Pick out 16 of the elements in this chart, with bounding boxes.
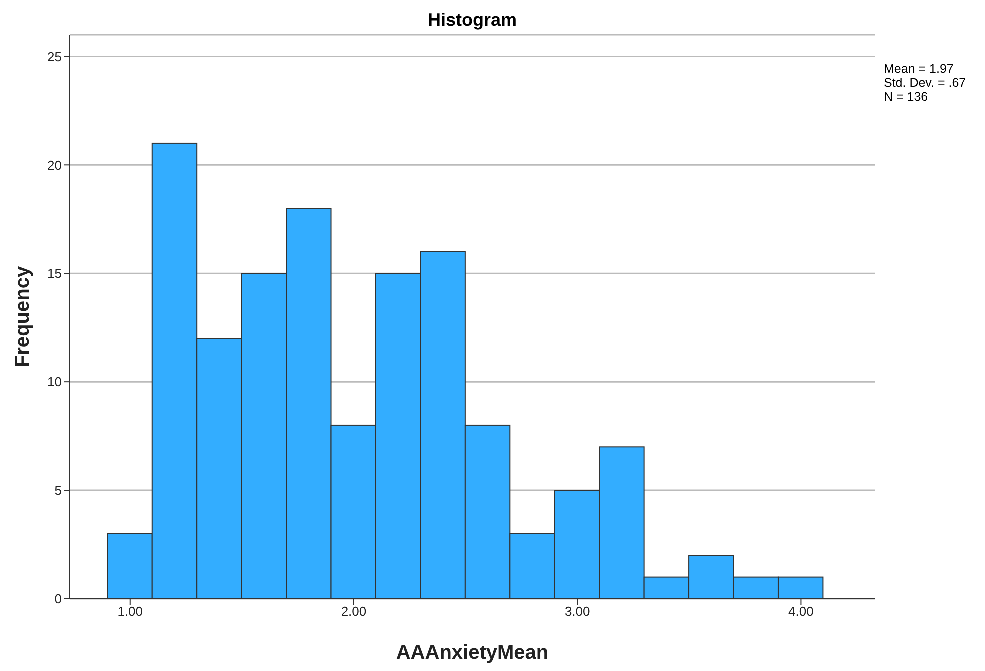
y-tick-label: 25 xyxy=(48,49,62,64)
x-tick-label: 4.00 xyxy=(788,604,814,620)
x-tick-label: 2.00 xyxy=(341,604,367,620)
y-tick-label: 10 xyxy=(48,374,62,390)
text: N = 136 xyxy=(884,90,930,104)
x-tick-label: 1.00 xyxy=(118,604,144,620)
y-tick-label: 5 xyxy=(54,483,62,498)
y-tick-label: 15 xyxy=(48,266,62,282)
x-axis-title: AAAnxietyMean xyxy=(396,642,549,664)
y-tick-label: 20 xyxy=(48,158,62,173)
text: Mean = 1.97 xyxy=(884,62,955,76)
chart-title: Histogram xyxy=(426,10,518,31)
text: Std. Dev. = .67 xyxy=(884,76,966,90)
x-tick-label: 3.00 xyxy=(564,604,590,620)
y-axis-title: Frequency xyxy=(12,266,34,368)
y-tick-label: 0 xyxy=(54,592,62,607)
